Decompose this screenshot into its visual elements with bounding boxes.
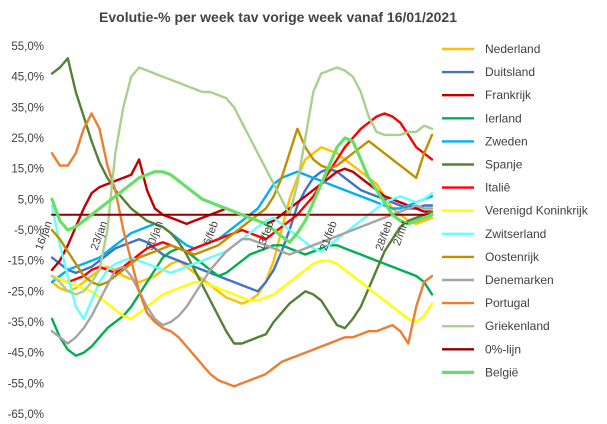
legend-label: Portugal xyxy=(485,296,530,310)
legend-label: Zwitserland xyxy=(485,227,546,241)
y-tick-label: -45,0% xyxy=(8,348,44,360)
legend-label: Italiê xyxy=(485,181,511,195)
legend-label: Duitsland xyxy=(485,65,535,79)
legend-label: Frankrijk xyxy=(485,88,532,102)
series-line-14 xyxy=(50,136,434,244)
series-line-12 xyxy=(50,66,434,296)
legend-label: Ierland xyxy=(485,111,522,125)
y-tick-label: 45,0% xyxy=(11,72,44,84)
legend-label: Nederland xyxy=(485,42,540,56)
series-line-4 xyxy=(50,170,434,284)
y-tick-label: -65,0% xyxy=(8,409,44,421)
y-tick-label: -5,0% xyxy=(14,225,44,237)
legend-label: Verenigd Koninkrijk xyxy=(485,204,589,218)
series-line-10 xyxy=(50,204,434,345)
legend-label: Spanje xyxy=(485,158,523,172)
y-tick-label: 5,0% xyxy=(18,194,44,206)
plot-area xyxy=(50,57,434,388)
legend-label: België xyxy=(485,365,519,379)
x-tick-label: 6/feb xyxy=(201,220,221,247)
legend-label: Zweden xyxy=(485,134,528,148)
legend-label: Griekenland xyxy=(485,319,550,333)
y-tick-label: -35,0% xyxy=(8,317,44,329)
legend-label: 0%-lijn xyxy=(485,342,521,356)
y-tick-label: -55,0% xyxy=(8,378,44,390)
chart-title: Evolutie-% per week tav vorige week vana… xyxy=(99,9,457,25)
y-tick-label: -25,0% xyxy=(8,286,44,298)
series-line-9 xyxy=(50,127,434,287)
legend-label: Denemarken xyxy=(485,273,554,287)
legend-label: Oostenrijk xyxy=(485,250,540,264)
legend: Nederland Duitsland Frankrijk Ierland Zweden… xyxy=(442,42,589,379)
series-line-1 xyxy=(50,167,434,293)
y-tick-label: 25,0% xyxy=(11,133,44,145)
series-line-11 xyxy=(50,112,434,388)
y-tick-label: -15,0% xyxy=(8,256,44,268)
series-line-3 xyxy=(50,244,434,357)
series-line-7 xyxy=(50,259,434,324)
y-tick-label: 15,0% xyxy=(11,164,44,176)
x-tick-label: 28/feb xyxy=(373,220,395,253)
y-tick-label: 35,0% xyxy=(11,102,44,114)
y-tick-label: 55,0% xyxy=(11,41,44,53)
y-axis-ticks: 55,0% 45,0% 35,0% 25,0% 15,0% 5,0% -5,0% -15,0%… xyxy=(8,41,44,421)
x-tick-label: 30/jan xyxy=(144,220,166,252)
series-line-6 xyxy=(50,112,434,284)
